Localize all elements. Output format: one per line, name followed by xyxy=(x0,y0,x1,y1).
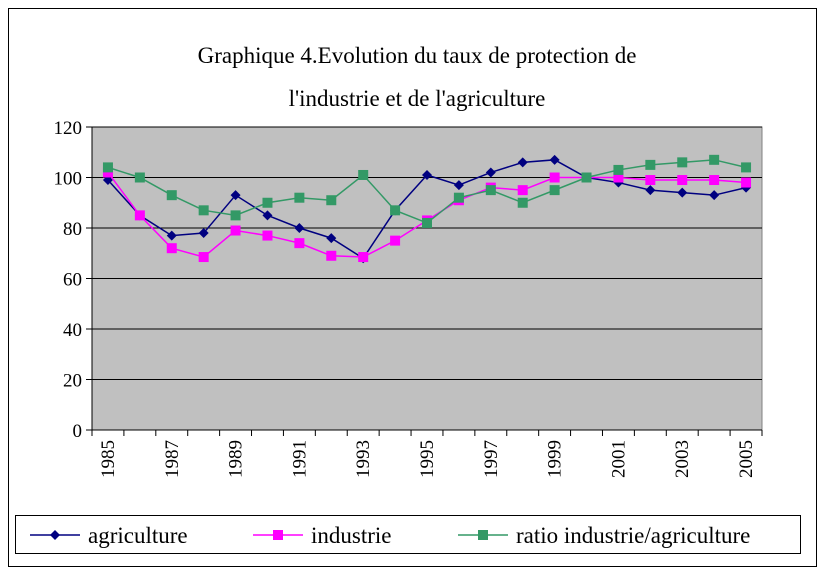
x-tick-label: 1997 xyxy=(481,440,502,478)
data-point xyxy=(102,167,113,178)
data-point xyxy=(230,210,241,221)
data-point xyxy=(645,159,656,170)
data-point xyxy=(358,169,369,180)
x-tick-label: 1991 xyxy=(289,440,310,478)
legend-marker xyxy=(273,530,283,540)
legend-marker xyxy=(478,530,488,540)
x-tick-label: 1993 xyxy=(353,440,374,478)
data-point xyxy=(645,185,656,196)
data-point xyxy=(741,177,752,188)
data-point xyxy=(709,175,720,186)
data-point xyxy=(485,185,496,196)
data-point xyxy=(613,172,624,183)
data-point xyxy=(262,197,273,208)
data-point xyxy=(485,167,496,178)
x-tick-label: 1985 xyxy=(98,440,119,478)
data-point xyxy=(390,235,401,246)
data-point xyxy=(709,154,720,165)
chart-title: Graphique 4.Evolution du taux de protect… xyxy=(198,43,637,68)
data-point xyxy=(294,192,305,203)
data-point xyxy=(198,252,209,263)
chart-title: l'industrie et de l'agriculture xyxy=(289,86,546,111)
data-point xyxy=(517,197,528,208)
data-point xyxy=(134,172,145,183)
data-point xyxy=(326,233,337,244)
data-point xyxy=(645,175,656,186)
data-point xyxy=(102,162,113,173)
data-point xyxy=(613,164,624,175)
data-point xyxy=(581,172,592,183)
data-point xyxy=(262,230,273,241)
data-point xyxy=(549,172,560,183)
data-point xyxy=(517,157,528,168)
data-point xyxy=(326,250,337,261)
x-tick-label: 2005 xyxy=(736,440,757,478)
x-tick-label: 1999 xyxy=(545,440,566,478)
legend-label: ratio industrie/agriculture xyxy=(516,523,750,548)
data-point xyxy=(422,217,432,228)
data-point xyxy=(453,180,464,191)
y-tick-label: 120 xyxy=(54,118,83,139)
data-point xyxy=(230,225,241,236)
data-point xyxy=(166,243,177,254)
data-point xyxy=(326,195,337,206)
y-tick-label: 20 xyxy=(63,371,82,392)
legend-label: industrie xyxy=(311,523,392,548)
data-point xyxy=(358,252,369,263)
data-point xyxy=(166,230,177,241)
data-point xyxy=(549,185,560,196)
data-point xyxy=(294,238,305,249)
x-tick-label: 2001 xyxy=(608,440,629,478)
data-point xyxy=(453,192,464,203)
x-tick-label: 1987 xyxy=(162,440,183,478)
data-point xyxy=(230,190,241,201)
data-point xyxy=(549,154,560,165)
data-point xyxy=(677,175,688,186)
data-point xyxy=(102,175,113,186)
data-point xyxy=(677,187,688,198)
data-point xyxy=(198,205,209,216)
data-point xyxy=(134,210,145,221)
y-tick-label: 60 xyxy=(63,270,82,291)
data-point xyxy=(677,157,688,168)
x-tick-label: 1995 xyxy=(417,440,438,478)
y-tick-label: 0 xyxy=(73,421,83,442)
legend-marker xyxy=(50,530,60,540)
legend-box xyxy=(15,515,801,554)
data-point xyxy=(390,205,401,216)
legend-label: agriculture xyxy=(88,523,188,548)
y-tick-label: 80 xyxy=(63,219,82,240)
data-point xyxy=(741,162,752,173)
data-point xyxy=(422,169,432,180)
data-point xyxy=(166,190,177,201)
x-tick-label: 1989 xyxy=(226,440,247,478)
data-point xyxy=(198,228,209,239)
y-tick-label: 40 xyxy=(63,320,82,341)
data-point xyxy=(709,190,720,201)
data-point xyxy=(262,210,273,221)
data-point xyxy=(517,185,528,196)
x-tick-label: 2003 xyxy=(672,440,693,478)
y-tick-label: 100 xyxy=(54,169,83,190)
data-point xyxy=(294,223,305,233)
